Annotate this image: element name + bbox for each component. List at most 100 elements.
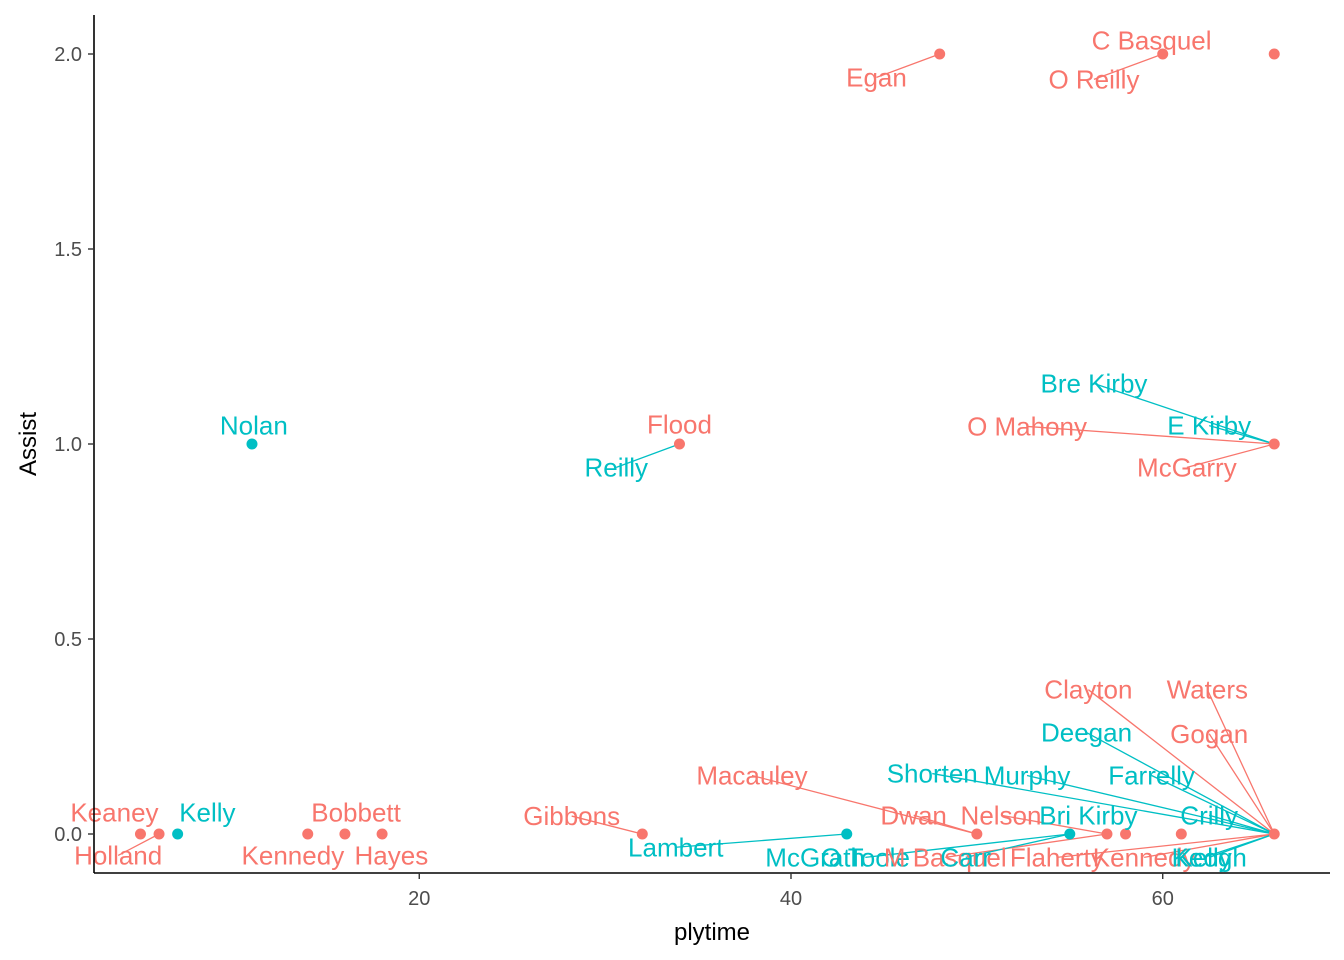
point-label: Nelson <box>961 800 1042 830</box>
label-connector <box>1209 425 1275 445</box>
point-label: Bre Kirby <box>1040 369 1147 399</box>
point-label: Murphy <box>984 761 1071 791</box>
data-point <box>302 828 314 840</box>
point-label: Farrelly <box>1108 761 1195 791</box>
data-point <box>376 828 388 840</box>
point-label: Crilly <box>1180 800 1238 830</box>
point-label: Flaherty <box>1010 842 1104 872</box>
data-point <box>153 828 165 840</box>
label-connector <box>876 53 940 79</box>
point-label: E Kirby <box>1167 411 1251 441</box>
label-connector <box>1186 443 1275 469</box>
x-axis-title: plytime <box>674 919 750 946</box>
label-connector <box>865 833 1070 859</box>
label-connector <box>1208 833 1275 859</box>
data-point <box>1157 48 1169 60</box>
data-point <box>1120 828 1132 840</box>
point-label: Lambert <box>628 832 724 862</box>
point-label: Kelly <box>1175 842 1231 872</box>
label-connectors <box>117 53 1275 859</box>
x-tick-label: 40 <box>780 888 802 910</box>
data-point <box>1175 828 1187 840</box>
point-label: C Basquel <box>1092 25 1212 55</box>
data-point <box>934 48 946 60</box>
point-label: McGarry <box>1137 452 1237 482</box>
data-point <box>339 828 351 840</box>
label-connector <box>675 833 847 848</box>
point-label: Reilly <box>584 452 648 482</box>
point-label: Keogh <box>1172 842 1247 872</box>
data-point <box>841 828 853 840</box>
point-label: Macauley <box>696 761 807 791</box>
point-label: Dwan <box>880 800 946 830</box>
data-point <box>246 438 258 450</box>
point-label: Keaney <box>70 798 158 828</box>
data-point <box>1268 48 1280 60</box>
point-label: Bri Kirby <box>1039 800 1137 830</box>
data-point <box>673 438 685 450</box>
label-connector <box>117 833 160 857</box>
label-connector <box>571 815 643 835</box>
data-point <box>1064 828 1076 840</box>
label-connector <box>1087 689 1275 835</box>
point-label: Bobbett <box>311 798 401 828</box>
y-tick-label: 1.5 <box>54 239 82 261</box>
point-label: Deegan <box>1041 718 1132 748</box>
point-label: Waters <box>1167 675 1248 705</box>
data-point <box>636 828 648 840</box>
label-connector <box>751 774 978 835</box>
point-label: Holland <box>74 840 162 870</box>
label-connector <box>1093 53 1163 80</box>
point-label: Gogan <box>1170 719 1248 749</box>
data-point <box>1268 438 1280 450</box>
label-connector <box>1056 833 1275 859</box>
label-connector <box>932 772 1275 835</box>
point-label: Kelly <box>179 798 235 828</box>
x-axis-ticks: 20 40 60 <box>408 873 1174 910</box>
label-connector <box>913 814 978 835</box>
y-tick-label: 2.0 <box>54 44 82 66</box>
y-tick-label: 1.0 <box>54 434 82 456</box>
label-connector <box>1086 732 1275 835</box>
label-connector <box>1209 814 1275 835</box>
label-connector <box>945 833 1108 859</box>
point-label: Nolan <box>220 411 288 441</box>
label-connector <box>1206 689 1275 835</box>
x-tick-label: 60 <box>1152 888 1174 910</box>
label-connector <box>1151 774 1275 835</box>
y-axis-title: Assist <box>15 412 42 476</box>
point-label: Kennedy <box>1093 842 1196 872</box>
point-label: Hayes <box>355 840 429 870</box>
point-label: Flood <box>647 410 712 440</box>
point-label: O Mahony <box>967 411 1087 441</box>
point-label: Clayton <box>1044 675 1132 705</box>
data-point <box>172 828 184 840</box>
x-tick-label: 20 <box>408 888 430 910</box>
data-point <box>971 828 983 840</box>
label-connector <box>1208 733 1275 835</box>
point-label: O Toole <box>821 842 910 872</box>
label-connector <box>1000 814 1108 835</box>
point-label: O Reilly <box>1048 64 1139 94</box>
label-connector <box>1026 425 1275 445</box>
point-label: McGrath <box>765 842 865 872</box>
label-connector <box>1093 382 1275 445</box>
data-points <box>134 48 1280 840</box>
point-label: M Basquel <box>884 842 1007 872</box>
point-label: Shorten <box>887 759 978 789</box>
label-connector <box>1144 833 1275 859</box>
label-connector <box>965 833 1070 859</box>
label-connector <box>1026 774 1275 835</box>
data-point <box>134 828 146 840</box>
data-point <box>1101 828 1113 840</box>
data-point <box>1268 828 1280 840</box>
y-tick-label: 0.5 <box>54 629 82 651</box>
point-label: Kennedy <box>242 840 345 870</box>
y-axis-ticks: 0.0 0.5 1.0 1.5 2.0 <box>54 44 94 846</box>
point-label: Egan <box>846 62 907 92</box>
label-connector <box>616 443 680 469</box>
y-tick-label: 0.0 <box>54 824 82 846</box>
point-labels: KeaneyHollandKellyKennedyBobbettHayesGib… <box>70 25 1251 872</box>
